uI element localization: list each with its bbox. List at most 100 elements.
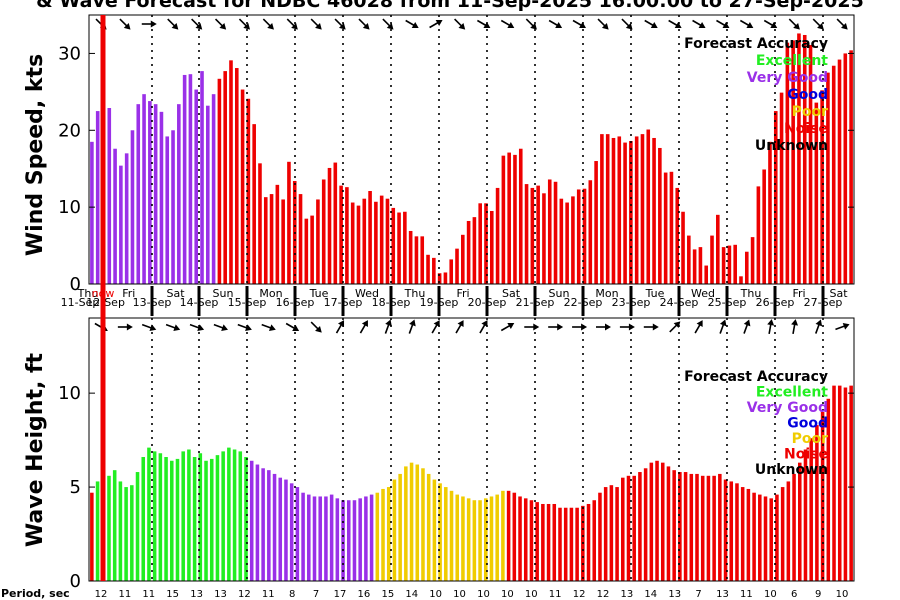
wave-period-label: 12 (597, 589, 610, 600)
bar (489, 210, 494, 284)
bar (744, 251, 749, 284)
bar (209, 458, 214, 581)
bar (215, 455, 220, 581)
direction-arrow (836, 18, 848, 30)
bar (695, 473, 699, 581)
bar (312, 496, 317, 581)
bar (124, 153, 129, 284)
bar (826, 398, 831, 581)
bar (484, 203, 488, 284)
bar (646, 129, 651, 284)
bar (569, 507, 574, 581)
direction-arrow (358, 18, 370, 30)
y-tick-label: 0 (70, 274, 81, 295)
bar (541, 503, 545, 581)
bar (820, 411, 825, 581)
day-name-label: Fri (792, 287, 805, 300)
bar (170, 460, 174, 581)
legend-item: Poor (792, 431, 828, 447)
day-separator (341, 286, 345, 316)
day-name-label: Wed (691, 287, 715, 300)
bar (663, 172, 668, 284)
direction-arrow (238, 18, 251, 30)
bar (362, 198, 367, 284)
bar (350, 202, 355, 284)
day-separator (581, 286, 585, 316)
bar (523, 498, 528, 581)
direction-arrow (405, 19, 419, 29)
day-separator (725, 286, 729, 316)
bar (118, 481, 123, 581)
bar (546, 503, 551, 581)
bar (718, 473, 722, 581)
bar (152, 451, 157, 581)
bar (124, 487, 128, 581)
direction-arrow (743, 319, 751, 334)
bar (444, 487, 448, 581)
direction-arrow (479, 320, 488, 334)
bar (181, 451, 185, 581)
bar (95, 111, 100, 284)
legend-item: Good (787, 416, 828, 432)
bar (553, 181, 558, 284)
bar (318, 496, 322, 581)
bar (740, 487, 745, 581)
direction-arrow (310, 18, 322, 30)
legend-item: Noise (784, 121, 828, 137)
bar (655, 460, 659, 581)
bar (769, 498, 773, 581)
bar (609, 485, 614, 581)
direction-arrow (476, 19, 491, 29)
bar (107, 107, 112, 284)
y-tick-label: 5 (70, 477, 81, 498)
now-marker: now (92, 15, 114, 581)
day-separator (437, 286, 441, 316)
bar (706, 475, 711, 581)
direction-arrow (694, 320, 703, 334)
bar (792, 473, 796, 581)
bar (368, 191, 372, 284)
bar (269, 194, 274, 284)
bar (130, 130, 135, 284)
bar (843, 53, 848, 284)
bar (723, 479, 728, 581)
bar (530, 187, 535, 284)
bar (148, 101, 152, 284)
bar (535, 502, 539, 581)
bar (141, 457, 146, 581)
direction-arrow (141, 323, 157, 331)
bar (147, 447, 151, 581)
direction-arrow (814, 319, 823, 334)
day-name-label: Thu (77, 287, 99, 300)
wave-period-label: 8 (289, 589, 295, 600)
day-name-label: Mon (259, 287, 282, 300)
bar (638, 472, 642, 581)
wave-period-label: 10 (501, 589, 514, 600)
bar (192, 457, 197, 581)
direction-arrow (117, 323, 133, 331)
bar (617, 136, 622, 284)
bar (501, 490, 505, 581)
wave-period-label: 11 (118, 589, 131, 600)
day-name-label: Sat (502, 287, 521, 300)
bar (626, 475, 631, 581)
bar (762, 169, 766, 284)
bar (660, 462, 665, 581)
bar (333, 162, 338, 284)
y-tick-label: 0 (70, 571, 81, 592)
bar (409, 462, 414, 581)
direction-arrow (141, 20, 157, 28)
wave-height-axis-label: Wave Height, ft (23, 352, 48, 547)
bar (815, 425, 819, 581)
direction-arrow (719, 319, 727, 334)
bar (249, 460, 254, 581)
day-name-label: Fri (456, 287, 469, 300)
bar (518, 496, 522, 581)
bar (335, 498, 340, 581)
direction-arrow (524, 323, 540, 331)
bar (420, 236, 425, 284)
direction-arrow (431, 320, 440, 334)
direction-arrow (812, 18, 824, 30)
bar (107, 475, 111, 581)
